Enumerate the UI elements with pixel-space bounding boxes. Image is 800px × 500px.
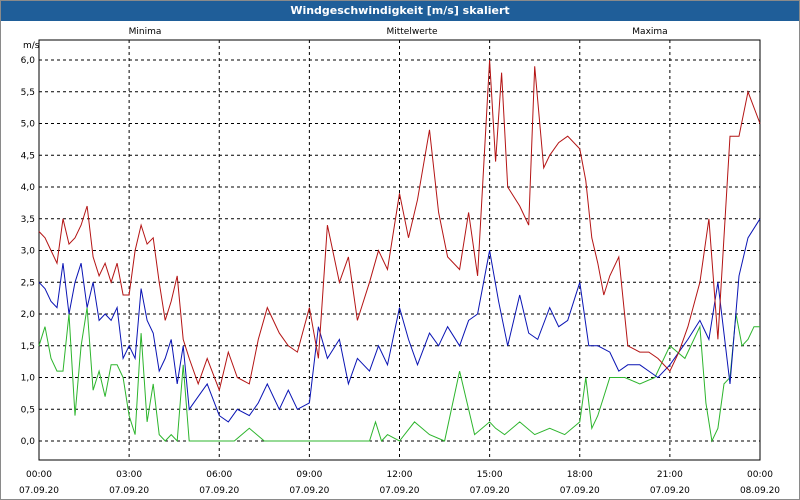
y-tick-label: 3,5 (21, 215, 35, 225)
y-axis: 0,0 0,5 1,0 1,5 2,0 2,5 3,0 3,5 4,0 4,5 5,0 5,5 6,0 (21, 56, 36, 447)
x-tick-date: 07.09.20 (560, 486, 600, 496)
x-tick-time: 21:00 (657, 470, 683, 480)
series-group (38, 59, 761, 443)
y-tick-label: 1,5 (21, 342, 35, 352)
x-tick-time: 09:00 (296, 470, 322, 480)
legend-maxima: Maxima (632, 27, 667, 37)
y-tick-label: 2,0 (21, 310, 36, 320)
x-tick-date: 07.09.20 (650, 486, 690, 496)
x-tick-date: 07.09.20 (109, 486, 149, 496)
x-tick-time: 03:00 (116, 470, 142, 480)
x-tick-date: 08.09.20 (740, 486, 780, 496)
y-tick-label: 0,5 (21, 405, 35, 415)
legend: Minima Mittelwerte Maxima (129, 27, 668, 37)
x-tick-time: 18:00 (567, 470, 593, 480)
x-tick-date: 07.09.20 (289, 486, 329, 496)
y-tick-label: 6,0 (21, 56, 36, 66)
y-tick-label: 2,5 (21, 278, 35, 288)
series-line-maxima (38, 59, 761, 392)
x-tick-time: 00:00 (747, 470, 773, 480)
series-line-mittelwerte (38, 218, 761, 423)
legend-minima: Minima (129, 27, 162, 37)
y-tick-label: 4,0 (21, 183, 36, 193)
x-tick-time: 15:00 (477, 470, 503, 480)
y-tick-label: 5,0 (21, 120, 36, 130)
y-tick-label: 4,5 (21, 151, 35, 161)
chart-title: Windgeschwindigkeit [m/s] skaliert (1, 1, 799, 21)
x-tick-time: 06:00 (206, 470, 232, 480)
x-axis: 00:00 07.09.20 03:00 07.09.20 06:00 07.09.20 0… (19, 470, 780, 496)
x-tick-date: 07.09.20 (379, 486, 419, 496)
x-tick-date: 07.09.20 (19, 486, 59, 496)
y-tick-label: 1,0 (21, 374, 36, 384)
x-tick-date: 07.09.20 (470, 486, 510, 496)
y-tick-label: 3,0 (21, 247, 36, 257)
legend-mittelwerte: Mittelwerte (386, 27, 437, 37)
y-axis-unit: m/s (23, 41, 40, 51)
y-tick-label: 5,5 (21, 88, 35, 98)
x-tick-time: 12:00 (387, 470, 413, 480)
series-line-minima (38, 307, 760, 443)
x-tick-date: 07.09.20 (199, 486, 239, 496)
y-tick-label: 0,0 (21, 437, 36, 447)
x-tick-time: 00:00 (26, 470, 52, 480)
